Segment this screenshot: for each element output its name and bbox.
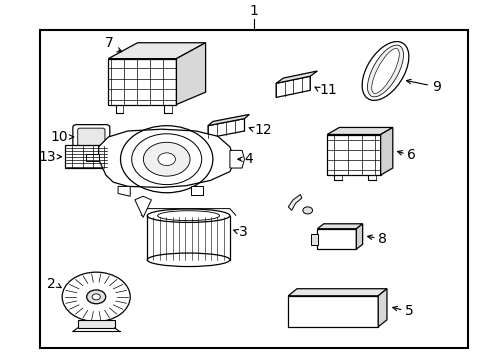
FancyBboxPatch shape: [73, 125, 110, 150]
FancyBboxPatch shape: [78, 128, 105, 146]
Circle shape: [143, 142, 190, 176]
Polygon shape: [191, 186, 203, 194]
Text: 2: 2: [47, 278, 56, 292]
Circle shape: [158, 153, 175, 166]
Bar: [317, 229, 356, 249]
Polygon shape: [229, 150, 244, 168]
Circle shape: [86, 290, 105, 304]
Polygon shape: [86, 154, 99, 161]
Polygon shape: [207, 119, 244, 138]
Circle shape: [62, 272, 130, 321]
Polygon shape: [377, 289, 386, 327]
Ellipse shape: [362, 41, 408, 100]
Polygon shape: [326, 135, 380, 175]
Circle shape: [302, 207, 312, 214]
Bar: [64, 145, 108, 168]
Text: 9: 9: [431, 80, 440, 94]
Text: 4: 4: [244, 152, 253, 166]
Polygon shape: [108, 43, 205, 59]
Bar: [78, 320, 115, 328]
Text: 13: 13: [39, 150, 56, 164]
Polygon shape: [99, 129, 234, 188]
Text: 3: 3: [238, 225, 247, 239]
Text: 1: 1: [249, 4, 258, 18]
Text: 11: 11: [319, 84, 337, 98]
Polygon shape: [176, 43, 205, 104]
Polygon shape: [380, 127, 392, 175]
Polygon shape: [207, 114, 249, 126]
Polygon shape: [276, 71, 317, 83]
Ellipse shape: [147, 209, 229, 222]
Text: 8: 8: [377, 231, 386, 246]
Text: 12: 12: [254, 123, 271, 137]
Polygon shape: [108, 59, 176, 104]
Polygon shape: [326, 127, 392, 135]
Bar: [287, 296, 377, 327]
Polygon shape: [356, 224, 362, 249]
Text: 10: 10: [51, 130, 68, 144]
Ellipse shape: [371, 49, 399, 94]
Polygon shape: [135, 196, 151, 217]
Bar: [40, 30, 467, 348]
Circle shape: [92, 294, 100, 300]
Ellipse shape: [147, 253, 229, 266]
Polygon shape: [287, 289, 386, 296]
Text: 6: 6: [407, 148, 415, 162]
Text: 7: 7: [104, 36, 113, 50]
Polygon shape: [118, 186, 130, 196]
Polygon shape: [317, 224, 362, 229]
Text: 5: 5: [404, 304, 413, 318]
Ellipse shape: [367, 45, 403, 97]
Polygon shape: [276, 76, 309, 98]
Polygon shape: [287, 194, 301, 210]
Bar: [310, 234, 318, 244]
